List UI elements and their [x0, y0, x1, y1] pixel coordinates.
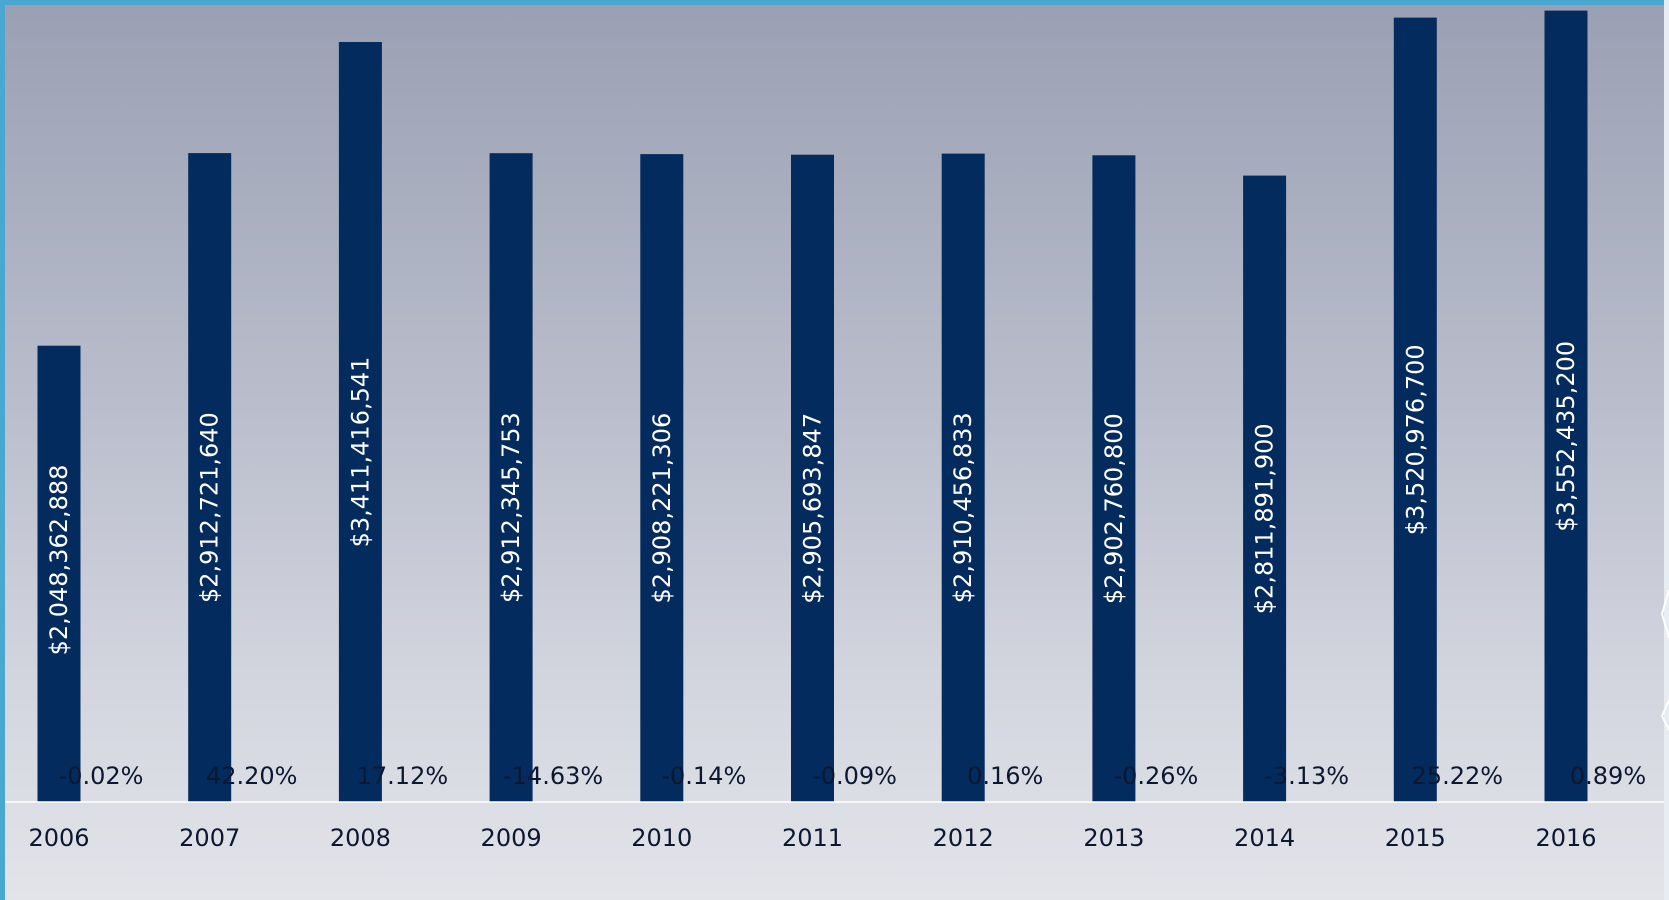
percent-label-2012: 0.16%	[967, 762, 1043, 790]
percent-label-2006: -0.02%	[59, 762, 144, 790]
value-label-2012: $2,910,456,833	[949, 412, 977, 603]
category-label-2014: 2014	[1234, 824, 1295, 852]
percent-label-2007: 42.20%	[206, 762, 298, 790]
category-label-2011: 2011	[782, 824, 843, 852]
value-label-2011: $2,905,693,847	[799, 413, 827, 604]
category-label-2016: 2016	[1535, 824, 1596, 852]
percent-label-2010: -0.14%	[661, 762, 746, 790]
percent-label-2008: 17.12%	[357, 762, 449, 790]
frame-left-border	[0, 0, 5, 900]
value-label-2006: $2,048,362,888	[45, 465, 73, 656]
percent-label-2015: 25.22%	[1412, 762, 1504, 790]
frame-top-border	[0, 0, 1669, 5]
value-label-2015: $3,520,976,700	[1401, 344, 1429, 535]
value-label-2008: $3,411,416,541	[346, 357, 374, 548]
category-label-2007: 2007	[179, 824, 240, 852]
labels-layer: $2,048,362,888 -0.02% 2006 $2,912,721,640 42…	[28, 341, 1646, 852]
bar-2013	[1092, 155, 1136, 803]
value-label-2010: $2,908,221,306	[648, 413, 676, 604]
edge-chevron-mark	[1660, 589, 1669, 731]
category-label-2008: 2008	[330, 824, 391, 852]
category-label-2012: 2012	[933, 824, 994, 852]
value-label-2007: $2,912,721,640	[196, 412, 224, 603]
bar-2007	[188, 153, 232, 803]
bar-2011	[791, 154, 834, 802]
frame-right-edge	[1664, 0, 1669, 900]
bar-2008	[338, 42, 382, 802]
bar-2006	[37, 345, 81, 802]
bar-2014	[1243, 175, 1287, 803]
bar-2012	[941, 153, 985, 803]
category-label-2009: 2009	[481, 824, 542, 852]
bar-2010	[640, 154, 684, 803]
value-label-2016: $3,552,435,200	[1552, 341, 1580, 532]
percent-label-2009: -14.63%	[503, 762, 603, 790]
bar-2015	[1393, 17, 1437, 803]
percent-label-2013: -0.26%	[1113, 762, 1198, 790]
percent-label-2016: 0.89%	[1570, 762, 1646, 790]
percent-label-2011: -0.09%	[812, 762, 897, 790]
category-label-2013: 2013	[1083, 824, 1144, 852]
value-label-2009: $2,912,345,753	[497, 412, 525, 603]
bar-2016	[1544, 10, 1588, 803]
category-label-2010: 2010	[631, 824, 692, 852]
category-label-2015: 2015	[1385, 824, 1446, 852]
category-label-2006: 2006	[28, 824, 89, 852]
value-label-2014: $2,811,891,900	[1251, 423, 1279, 614]
value-label-2013: $2,902,760,800	[1100, 413, 1128, 604]
bars-layer	[37, 10, 1588, 803]
bar-2009	[489, 153, 533, 802]
percent-label-2014: -3.13%	[1264, 762, 1349, 790]
